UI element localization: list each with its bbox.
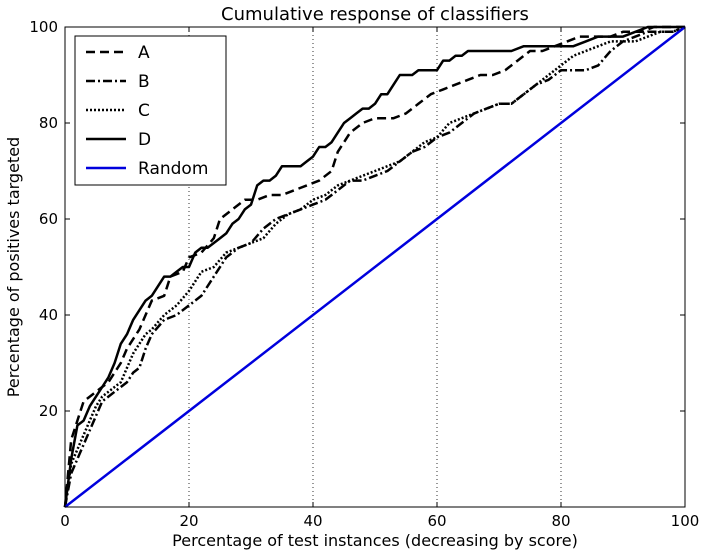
y-tick-labels: 20 40 60 80 100 — [29, 18, 58, 420]
series-line-d — [63, 25, 685, 508]
x-tick-label: 60 — [427, 512, 446, 530]
x-axis-label: Percentage of test instances (decreasing… — [172, 531, 578, 550]
chart-title: Cumulative response of classifiers — [221, 4, 529, 25]
y-tick-label: 100 — [29, 18, 58, 36]
x-tick-labels: 0 20 40 60 80 100 — [60, 512, 699, 530]
series-line-a — [63, 25, 685, 508]
x-tick-label: 20 — [179, 512, 198, 530]
x-tick-label: 100 — [671, 512, 700, 530]
y-tick-label: 40 — [39, 306, 58, 324]
x-tick-label: 40 — [303, 512, 322, 530]
plot-frame — [64, 26, 686, 508]
series-line-c — [63, 25, 686, 508]
y-tick-label: 60 — [39, 210, 58, 228]
legend-label-a: A — [138, 43, 150, 63]
legend-box — [74, 35, 227, 186]
legend-label-d: D — [138, 130, 151, 150]
legend-label-b: B — [138, 72, 150, 92]
legend-label-random: Random — [138, 159, 208, 179]
series-line-random — [64, 26, 686, 508]
series-lines — [63, 25, 686, 508]
y-axis-label: Percentage of positives targeted — [4, 137, 23, 397]
x-tick-label: 80 — [551, 512, 570, 530]
legend-label-c: C — [138, 101, 150, 121]
y-tick-label: 80 — [39, 114, 58, 132]
y-tick-label: 20 — [39, 402, 58, 420]
axis-ticks — [64, 26, 686, 507]
x-tick-label: 0 — [60, 512, 70, 530]
